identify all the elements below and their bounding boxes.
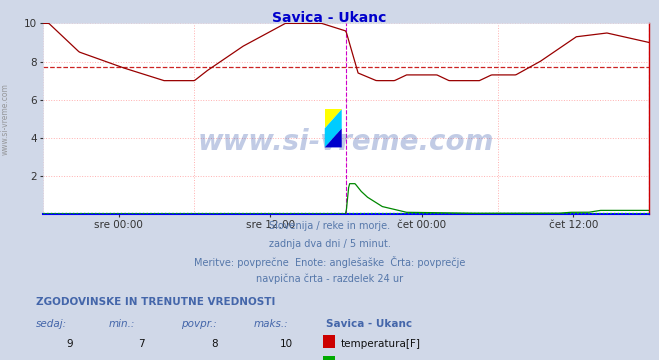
Text: Savica - Ukanc: Savica - Ukanc <box>272 11 387 25</box>
Text: sedaj:: sedaj: <box>36 319 67 329</box>
Text: temperatura[F]: temperatura[F] <box>341 339 420 350</box>
Text: 10: 10 <box>280 339 293 350</box>
Polygon shape <box>325 109 342 148</box>
Text: ZGODOVINSKE IN TRENUTNE VREDNOSTI: ZGODOVINSKE IN TRENUTNE VREDNOSTI <box>36 297 275 307</box>
Text: min.:: min.: <box>109 319 135 329</box>
Text: Slovenija / reke in morje.: Slovenija / reke in morje. <box>269 221 390 231</box>
Text: 8: 8 <box>211 339 217 350</box>
Text: navpična črta - razdelek 24 ur: navpična črta - razdelek 24 ur <box>256 273 403 284</box>
Polygon shape <box>325 128 342 148</box>
Polygon shape <box>325 109 342 128</box>
Text: www.si-vreme.com: www.si-vreme.com <box>198 128 494 156</box>
Text: maks.:: maks.: <box>254 319 289 329</box>
Text: Meritve: povprečne  Enote: anglešaške  Črta: povprečje: Meritve: povprečne Enote: anglešaške Črt… <box>194 256 465 268</box>
Text: 7: 7 <box>138 339 145 350</box>
Text: zadnja dva dni / 5 minut.: zadnja dva dni / 5 minut. <box>269 239 390 249</box>
Text: 9: 9 <box>66 339 72 350</box>
Text: www.si-vreme.com: www.si-vreme.com <box>1 83 10 155</box>
Text: Savica - Ukanc: Savica - Ukanc <box>326 319 413 329</box>
Text: povpr.:: povpr.: <box>181 319 217 329</box>
